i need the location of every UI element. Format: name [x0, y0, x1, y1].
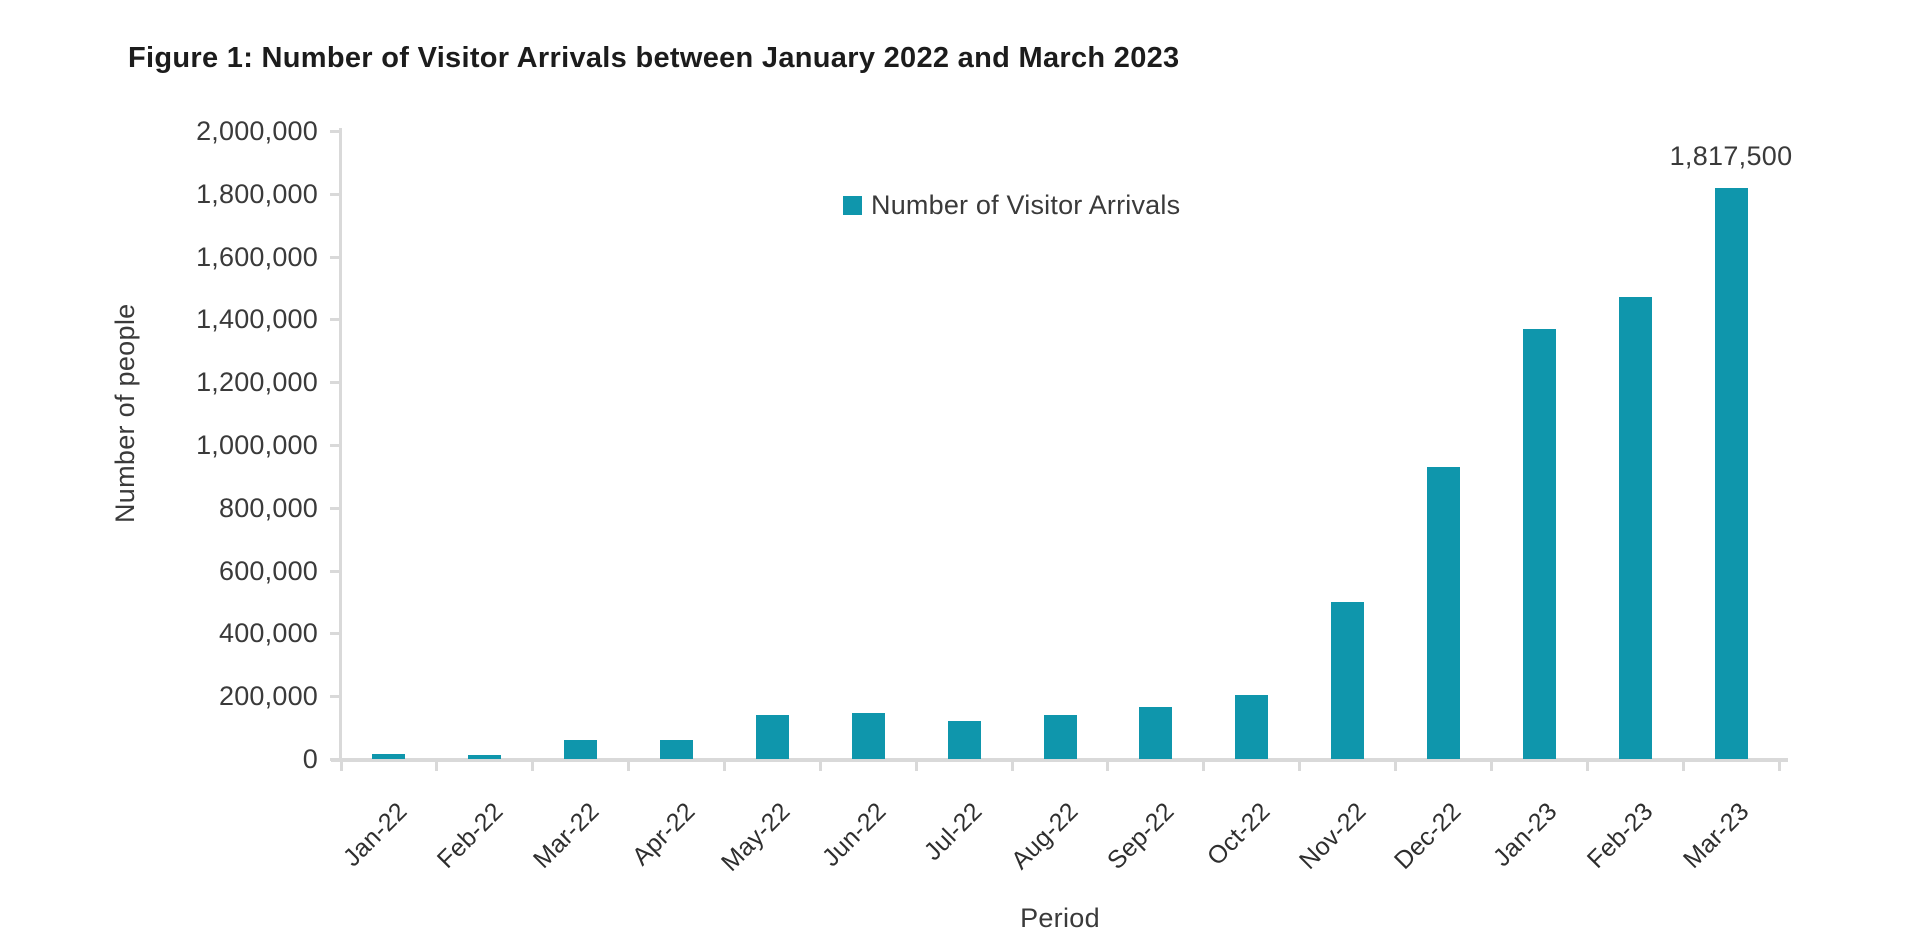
- x-tick-mark: [1681, 762, 1685, 771]
- bar-Feb-23: [1618, 297, 1652, 759]
- bar-Apr-22: [660, 740, 694, 759]
- y-tick-mark: [330, 318, 340, 322]
- y-tick-mark: [330, 695, 340, 699]
- y-tick-mark: [330, 569, 340, 573]
- bar-Oct-22: [1235, 695, 1269, 759]
- legend-label: Number of Visitor Arrivals: [871, 190, 1181, 220]
- legend: Number of Visitor Arrivals: [843, 190, 1180, 221]
- y-tick-label: 800,000: [219, 492, 318, 523]
- y-tick-mark: [330, 192, 340, 196]
- bar-value-label: 1,817,500: [1669, 141, 1793, 171]
- x-category-label: Oct-22: [1201, 797, 1276, 871]
- y-tick-mark: [330, 130, 340, 133]
- bar-Jan-23: [1522, 329, 1556, 759]
- x-tick-mark: [1202, 762, 1206, 771]
- x-tick-mark: [1298, 762, 1302, 771]
- x-tick-mark: [914, 762, 918, 771]
- x-tick-mark: [1777, 762, 1781, 771]
- x-tick-mark: [339, 762, 343, 771]
- figure-title: Figure 1: Number of Visitor Arrivals bet…: [128, 42, 1180, 74]
- x-category-label: Mar-23: [1677, 797, 1755, 874]
- y-tick-mark: [330, 381, 340, 385]
- y-tick-label: 400,000: [219, 618, 318, 649]
- bar-Feb-22: [468, 755, 502, 759]
- bar-Aug-22: [1043, 715, 1077, 759]
- y-tick-mark: [330, 758, 340, 761]
- x-tick-mark: [818, 762, 822, 771]
- bar-May-22: [755, 715, 789, 759]
- x-category-label: Apr-22: [626, 797, 701, 871]
- x-category-label: Dec-22: [1389, 797, 1467, 875]
- x-tick-mark: [1010, 762, 1014, 771]
- x-tick-mark: [627, 762, 631, 771]
- x-category-label: Jul-22: [918, 797, 988, 867]
- x-category-label: Jan-22: [337, 797, 413, 872]
- x-category-label: Mar-22: [527, 797, 605, 874]
- x-tick-mark: [1106, 762, 1110, 771]
- y-tick-label: 600,000: [219, 555, 318, 586]
- x-axis-title: Period: [1020, 903, 1100, 933]
- x-tick-mark: [531, 762, 535, 771]
- bar-Jun-22: [851, 713, 885, 759]
- x-tick-mark: [1585, 762, 1589, 771]
- y-tick-label: 1,800,000: [196, 178, 318, 209]
- x-tick-mark: [722, 762, 726, 771]
- y-tick-label: 1,400,000: [196, 304, 318, 335]
- y-tick-mark: [330, 444, 340, 447]
- bar-Mar-22: [564, 740, 598, 759]
- y-tick-label: 200,000: [219, 681, 318, 712]
- y-tick-mark: [330, 632, 340, 636]
- bar-Nov-22: [1331, 602, 1365, 759]
- x-axis-line: [331, 758, 1788, 762]
- y-tick-label: 1,200,000: [196, 367, 318, 398]
- x-category-label: Sep-22: [1101, 797, 1180, 875]
- x-category-label: Jan-23: [1488, 797, 1563, 872]
- x-category-label: Aug-22: [1005, 797, 1084, 875]
- y-axis-line: [339, 128, 342, 762]
- y-tick-mark: [330, 506, 340, 510]
- x-category-label: May-22: [716, 797, 796, 877]
- y-tick-label: 1,600,000: [196, 241, 318, 272]
- bar-Jul-22: [947, 721, 981, 759]
- y-tick-mark: [330, 255, 340, 259]
- x-category-label: Jun-22: [817, 797, 892, 872]
- x-tick-mark: [435, 762, 439, 771]
- bar-Sep-22: [1139, 707, 1173, 759]
- x-category-label: Feb-23: [1582, 797, 1659, 874]
- bar-Dec-22: [1426, 467, 1460, 759]
- y-tick-label: 0: [302, 744, 318, 774]
- legend-swatch: [843, 196, 862, 215]
- x-tick-mark: [1394, 762, 1398, 771]
- bar-Jan-22: [372, 754, 406, 759]
- x-category-label: Feb-22: [431, 797, 509, 874]
- x-tick-mark: [1489, 762, 1493, 771]
- x-category-label: Nov-22: [1293, 797, 1372, 875]
- y-tick-label: 1,000,000: [196, 430, 318, 460]
- bar-Mar-23: [1714, 188, 1748, 759]
- y-tick-label: 2,000,000: [196, 116, 318, 146]
